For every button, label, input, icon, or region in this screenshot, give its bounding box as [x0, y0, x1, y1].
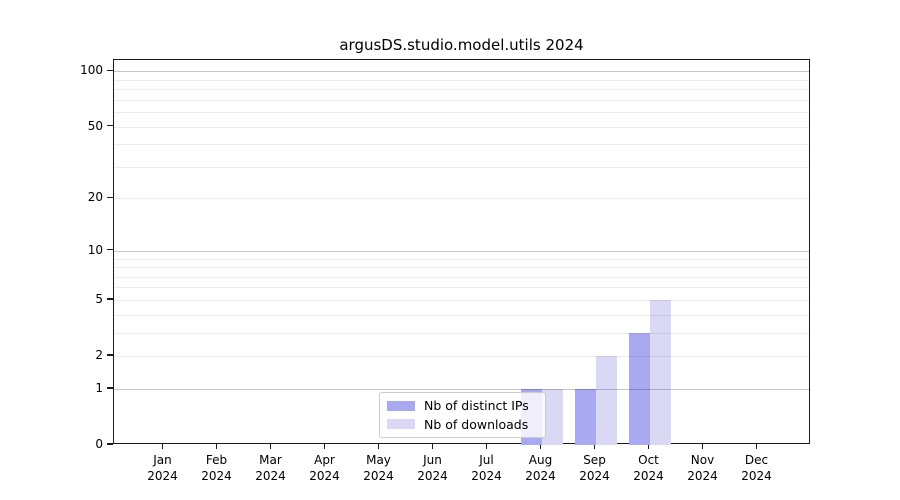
x-tick-label: Aug 2024: [525, 453, 556, 483]
x-tick-mark: [539, 444, 542, 449]
gridline-minor: [114, 299, 809, 301]
legend-item-distinct-ips: Nb of distinct IPs: [387, 398, 538, 413]
x-tick-mark: [593, 444, 596, 449]
x-tick-label: Feb 2024: [201, 453, 232, 483]
y-tick-mark: [107, 387, 113, 389]
gridline-minor: [114, 198, 809, 200]
gridline-minor: [114, 126, 809, 128]
legend-swatch-downloads: [387, 419, 415, 430]
x-tick-label: Oct 2024: [633, 453, 664, 483]
x-tick-label: May 2024: [363, 453, 394, 483]
gridline-minor: [114, 258, 809, 260]
x-tick-mark: [647, 444, 650, 449]
gridline-minor: [114, 166, 809, 168]
y-tick-mark: [107, 124, 113, 127]
x-tick-label: Nov 2024: [687, 453, 718, 483]
gridline-minor: [114, 314, 809, 316]
y-tick-mark: [107, 354, 113, 356]
x-tick-label: Sep 2024: [579, 453, 610, 483]
legend-label-distinct-ips: Nb of distinct IPs: [424, 398, 529, 414]
x-tick-mark: [323, 444, 326, 449]
legend-label-downloads: Nb of downloads: [424, 416, 529, 432]
y-tick-label: 0: [95, 437, 103, 451]
legend-swatch-distinct-ips: [387, 400, 415, 411]
gridline-minor: [114, 99, 809, 101]
x-tick-label: Mar 2024: [255, 453, 286, 483]
gridline-minor: [114, 287, 809, 289]
x-tick-mark: [215, 444, 218, 449]
legend-item-downloads: Nb of downloads: [387, 417, 538, 432]
bar-downloads-sep: [595, 356, 617, 445]
x-tick-mark: [755, 444, 758, 449]
y-tick-label: 50: [87, 118, 103, 133]
x-tick-mark: [485, 444, 488, 449]
x-tick-mark: [269, 444, 272, 449]
y-tick-label: 1: [95, 380, 103, 395]
y-tick-label: 10: [87, 242, 103, 257]
x-tick-label: Jun 2024: [417, 453, 448, 483]
x-tick-label: Apr 2024: [309, 453, 340, 483]
bar-distinct-ips-oct: [628, 332, 650, 445]
y-tick-mark: [107, 249, 113, 251]
gridline-major: [114, 71, 809, 73]
y-tick-mark: [107, 443, 113, 445]
y-tick-label: 100: [80, 63, 103, 78]
gridline-minor: [114, 356, 809, 358]
gridline-minor: [114, 267, 809, 269]
gridline-minor: [114, 276, 809, 278]
gridline-minor: [114, 89, 809, 91]
y-tick-label: 5: [95, 291, 103, 306]
x-tick-label: Jan 2024: [147, 453, 178, 483]
x-tick-mark: [431, 444, 434, 449]
gridline-minor: [114, 79, 809, 81]
gridline-major: [114, 388, 809, 390]
gridline-major: [114, 250, 809, 252]
x-tick-label: Dec 2024: [741, 453, 772, 483]
chart-title: argusDS.studio.model.utils 2024: [339, 36, 584, 54]
legend: Nb of distinct IPs Nb of downloads: [379, 392, 546, 438]
y-tick-label: 20: [87, 190, 103, 205]
bar-downloads-oct: [649, 299, 671, 445]
x-tick-label: Jul 2024: [471, 453, 502, 483]
gridline-minor: [114, 112, 809, 114]
y-tick-mark: [107, 196, 113, 199]
gridline-minor: [114, 332, 809, 334]
gridline-minor: [114, 144, 809, 146]
bar-distinct-ips-sep: [574, 388, 596, 445]
x-tick-mark: [377, 444, 380, 449]
x-tick-mark: [161, 444, 164, 449]
y-tick-label: 2: [95, 348, 103, 363]
y-tick-mark: [107, 298, 113, 300]
bar-downloads-aug: [541, 388, 563, 445]
y-tick-mark: [107, 69, 113, 71]
plot-area: [113, 59, 810, 445]
x-tick-mark: [701, 444, 704, 449]
